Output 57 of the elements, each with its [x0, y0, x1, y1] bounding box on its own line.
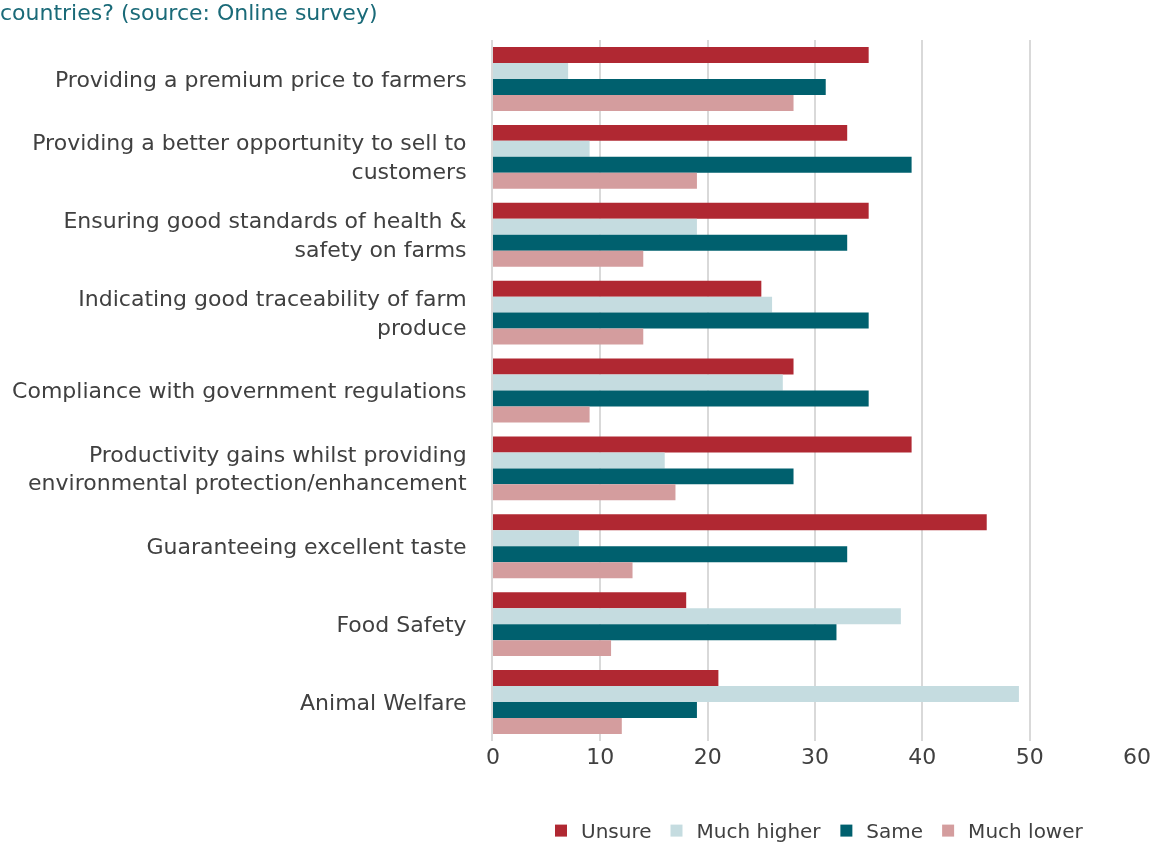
bar: [493, 218, 697, 235]
bar: [493, 530, 579, 547]
y-tick-label: Ensuring good standards of health & safety on farms: [63, 208, 467, 262]
x-tick-label: 60: [1123, 744, 1151, 769]
x-tick-label: 30: [801, 744, 829, 769]
bar: [493, 312, 869, 329]
y-tick-label: Animal Welfare: [300, 689, 467, 715]
bar: [493, 374, 783, 391]
bar: [493, 94, 794, 111]
bar: [493, 436, 912, 453]
bar: [493, 546, 848, 563]
bar: [493, 484, 676, 501]
y-tick-label: Indicating good traceability of farm produce: [78, 286, 467, 340]
bar: [493, 686, 1019, 703]
y-tick-label: Guaranteeing excellent taste: [146, 533, 467, 559]
bar: [493, 358, 794, 375]
bar: [493, 156, 912, 173]
bar: [493, 452, 665, 469]
bar: [493, 234, 848, 251]
bar: [493, 328, 644, 345]
bar: [493, 702, 697, 719]
y-tick-label: Providing a better opportunity to sell to customers: [32, 130, 467, 184]
legend-label: Unsure: [581, 819, 652, 844]
bar: [493, 608, 901, 625]
bar: [493, 718, 622, 734]
bar: [493, 468, 794, 485]
y-tick-label: Compliance with government regulations: [12, 378, 467, 404]
bar: [493, 514, 987, 531]
bar: [493, 202, 869, 219]
x-tick-label: 0: [486, 744, 500, 769]
legend-label: Much higher: [696, 819, 822, 844]
bar: [493, 640, 612, 657]
y-tick-label: Productivity gains whilst providing environmental protection/enhancement: [28, 441, 467, 496]
x-tick-label: 10: [586, 744, 615, 769]
x-tick-label: 20: [693, 744, 722, 769]
bar: [493, 624, 837, 641]
legend-label: Same: [866, 819, 924, 844]
x-tick-label: 50: [1015, 744, 1044, 769]
bar: [493, 406, 590, 423]
y-tick-label: Food Safety: [336, 611, 467, 637]
x-tick-label: 40: [908, 744, 937, 769]
legend-label: Much lower: [968, 819, 1084, 844]
bar: [493, 592, 687, 609]
bar: [493, 280, 762, 297]
bar: [493, 140, 590, 157]
bar: [493, 250, 644, 267]
y-tick-label: Providing a premium price to farmers: [54, 66, 467, 92]
bar: [493, 47, 869, 63]
bar: [493, 172, 697, 189]
bar: [493, 562, 633, 579]
bar: [493, 78, 826, 95]
text: countries? (source: Online survey): [0, 0, 378, 25]
bar: [493, 62, 569, 79]
bar: [493, 296, 773, 313]
bar: [493, 670, 719, 687]
bar: [493, 390, 869, 407]
bar: [493, 124, 848, 141]
